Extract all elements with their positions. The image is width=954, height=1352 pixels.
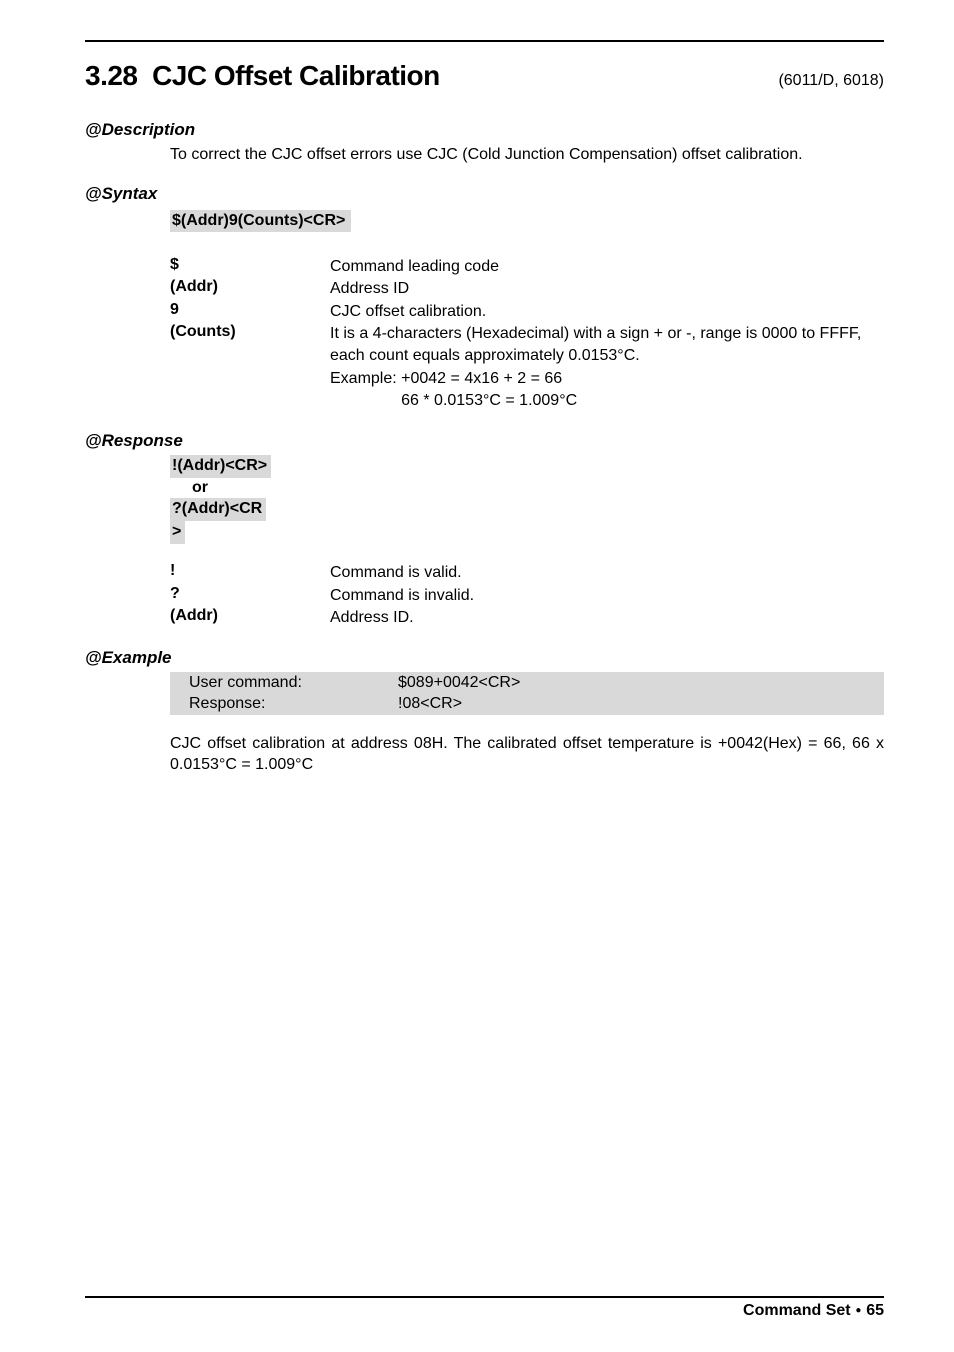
param-key: (Counts) [170, 323, 330, 367]
param-val: Command is invalid. [330, 585, 474, 608]
param-key [170, 368, 330, 391]
syntax-heading: @Syntax [85, 184, 884, 204]
response-param-table: ! Command is valid. ? Command is invalid… [170, 562, 474, 630]
example-row: Response: !08<CR> [171, 693, 884, 714]
param-val: Command is valid. [330, 562, 474, 585]
example-heading: @Example [85, 648, 884, 668]
response-code-2a: ?(Addr)<CR [170, 498, 266, 521]
response-block: !(Addr)<CR> or ?(Addr)<CR > ! Command is… [170, 455, 884, 630]
param-row: ! Command is valid. [170, 562, 474, 585]
param-row: ? Command is invalid. [170, 585, 474, 608]
response-heading: @Response [85, 431, 884, 451]
param-row: (Addr) Address ID [170, 278, 884, 301]
param-val: It is a 4-characters (Hexadecimal) with … [330, 323, 884, 367]
param-row: (Counts) It is a 4-characters (Hexadecim… [170, 323, 884, 367]
description-text: To correct the CJC offset errors use CJC… [170, 144, 884, 166]
param-row: Example: +0042 = 4x16 + 2 = 66 [170, 368, 884, 391]
example-right: !08<CR> [394, 693, 884, 714]
section-title: 3.28 CJC Offset Calibration [85, 60, 440, 92]
example-right: $089+0042<CR> [394, 672, 884, 693]
param-val: CJC offset calibration. [330, 301, 884, 324]
param-row: (Addr) Address ID. [170, 607, 474, 630]
param-row: 9 CJC offset calibration. [170, 301, 884, 324]
footer-page: 65 [866, 1302, 884, 1319]
description-heading: @Description [85, 120, 884, 140]
footer-label: Command Set [743, 1302, 851, 1319]
footer: Command Set ● 65 [85, 1296, 884, 1320]
syntax-code: $(Addr)9(Counts)<CR> [170, 210, 351, 232]
footer-rule [85, 1296, 884, 1298]
param-key: ! [170, 562, 330, 585]
top-rule [85, 40, 884, 42]
section-number: 3.28 [85, 60, 138, 91]
example-block: User command: $089+0042<CR> Response: !0… [170, 672, 884, 776]
param-val: 66 * 0.0153°C = 1.009°C [330, 390, 884, 413]
param-key [170, 390, 330, 413]
section-tag: (6011/D, 6018) [778, 72, 884, 90]
syntax-param-table: $ Command leading code (Addr) Address ID… [170, 256, 884, 413]
param-key: 9 [170, 301, 330, 324]
param-val: Example: +0042 = 4x16 + 2 = 66 [330, 368, 884, 391]
param-row: 66 * 0.0153°C = 1.009°C [170, 390, 884, 413]
param-key: (Addr) [170, 607, 330, 630]
page: 3.28 CJC Offset Calibration (6011/D, 601… [0, 0, 954, 1352]
param-val: Command leading code [330, 256, 884, 279]
section-name: CJC Offset Calibration [152, 60, 440, 91]
bullet-icon: ● [851, 1305, 867, 1316]
response-code-1: !(Addr)<CR> [170, 455, 271, 478]
title-row: 3.28 CJC Offset Calibration (6011/D, 601… [85, 60, 884, 92]
example-note: CJC offset calibration at address 08H. T… [170, 733, 884, 776]
param-val: Address ID. [330, 607, 474, 630]
param-key: ? [170, 585, 330, 608]
example-left: User command: [171, 672, 394, 693]
param-val: Address ID [330, 278, 884, 301]
example-table: User command: $089+0042<CR> Response: !0… [170, 672, 884, 715]
param-key: $ [170, 256, 330, 279]
syntax-block: $(Addr)9(Counts)<CR> $ Command leading c… [170, 208, 884, 413]
response-code-2b: > [170, 521, 185, 544]
footer-text: Command Set ● 65 [85, 1302, 884, 1320]
example-left: Response: [171, 693, 394, 714]
response-or: or [170, 478, 884, 499]
param-key: (Addr) [170, 278, 330, 301]
param-row: $ Command leading code [170, 256, 884, 279]
example-row: User command: $089+0042<CR> [171, 672, 884, 693]
